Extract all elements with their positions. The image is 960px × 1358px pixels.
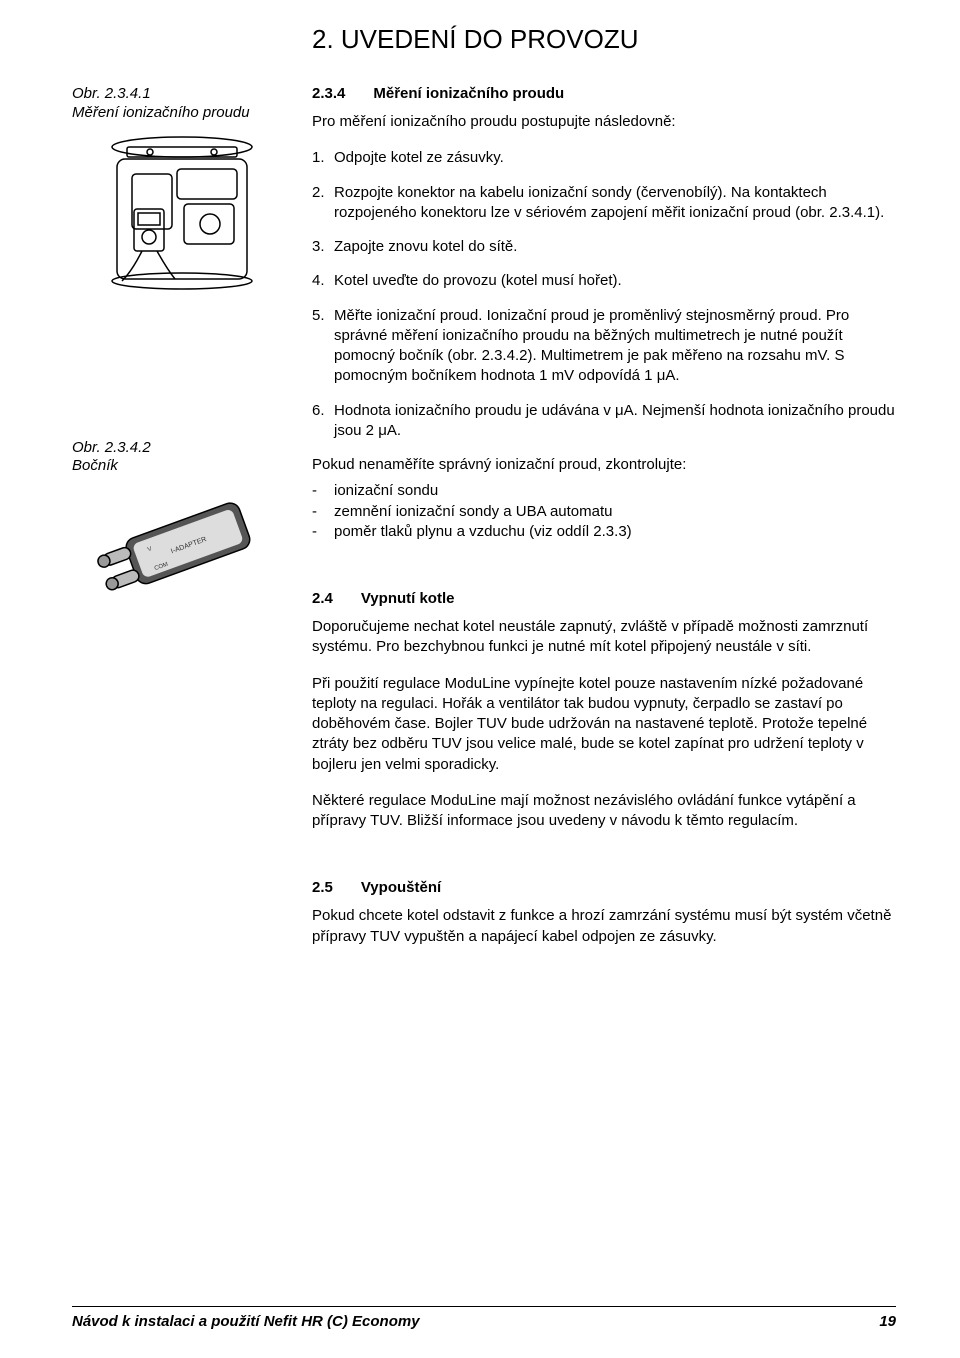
step-4-number: 4. (312, 271, 334, 291)
step-4-text: Kotel uveďte do provozu (kotel musí hoře… (334, 271, 896, 291)
section-234-after: Pokud nenaměříte správný ionizační proud… (312, 455, 896, 475)
section-24-para-2: Při použití regulace ModuLine vypínejte … (312, 674, 896, 775)
section-24-heading: 2.4 Vypnutí kotle (312, 590, 896, 607)
step-6: 6. Hodnota ionizačního proudu je udávána… (312, 401, 896, 442)
figure-2-illustration: I-ADAPTER V COM (72, 482, 288, 602)
figure-1-number: Obr. 2.3.4.1 (72, 85, 151, 102)
step-2-text: Rozpojte konektor na kabelu ionizační so… (334, 183, 896, 224)
shunt-adapter-icon: I-ADAPTER V COM (72, 482, 288, 602)
step-5: 5. Měřte ionizační proud. Ionizační prou… (312, 306, 896, 387)
footer-page-number: 19 (879, 1313, 896, 1330)
section-25: 2.5 Vypouštění Pokud chcete kotel odstav… (312, 879, 896, 947)
step-2: 2. Rozpojte konektor na kabelu ionizační… (312, 183, 896, 224)
section-24-title: Vypnutí kotle (361, 590, 455, 607)
figure-1-label: Obr. 2.3.4.1 Měření ionizačního proudu (72, 85, 288, 123)
step-1: 1. Odpojte kotel ze zásuvky. (312, 148, 896, 168)
dash-icon: - (312, 522, 334, 542)
dash-icon: - (312, 502, 334, 522)
step-1-number: 1. (312, 148, 334, 168)
chapter-title: 2. UVEDENÍ DO PROVOZU (312, 24, 896, 55)
boiler-multimeter-icon (72, 129, 288, 299)
footer-title: Návod k instalaci a použití Nefit HR (C)… (72, 1313, 420, 1330)
section-25-heading: 2.5 Vypouštění (312, 879, 896, 896)
figure-2-label: Obr. 2.3.4.2 Bočník (72, 439, 288, 477)
section-234-heading: 2.3.4 Měření ionizačního proudu (312, 85, 896, 102)
bullet-2: -zemnění ionizační sondy a UBA automatu (312, 502, 896, 522)
step-2-number: 2. (312, 183, 334, 224)
section-24-para-3: Některé regulace ModuLine mají možnost n… (312, 791, 896, 832)
step-3-number: 3. (312, 237, 334, 257)
section-234-title: Měření ionizačního proudu (373, 85, 564, 102)
bullet-1: -ionizační sondu (312, 481, 896, 501)
step-5-number: 5. (312, 306, 334, 387)
section-24-para-1: Doporučujeme nechat kotel neustále zapnu… (312, 617, 896, 658)
bullet-1-text: ionizační sondu (334, 481, 438, 501)
section-24-number: 2.4 (312, 590, 333, 607)
figure-1-caption: Měření ionizačního proudu (72, 104, 250, 121)
figure-1-illustration (72, 129, 288, 299)
page-footer: Návod k instalaci a použití Nefit HR (C)… (72, 1306, 896, 1330)
section-25-title: Vypouštění (361, 879, 441, 896)
bullet-3: -poměr tlaků plynu a vzduchu (viz oddíl … (312, 522, 896, 542)
section-25-para-1: Pokud chcete kotel odstavit z funkce a h… (312, 906, 896, 947)
figure-2-caption: Bočník (72, 457, 118, 474)
figure-2-number: Obr. 2.3.4.2 (72, 439, 151, 456)
step-3: 3. Zapojte znovu kotel do sítě. (312, 237, 896, 257)
two-column-layout: Obr. 2.3.4.1 Měření ionizačního proudu (72, 85, 896, 963)
step-6-number: 6. (312, 401, 334, 442)
document-page: 2. UVEDENÍ DO PROVOZU Obr. 2.3.4.1 Měřen… (0, 0, 960, 1358)
left-column: Obr. 2.3.4.1 Měření ionizačního proudu (72, 85, 288, 963)
step-3-text: Zapojte znovu kotel do sítě. (334, 237, 896, 257)
section-234-intro: Pro měření ionizačního proudu postupujte… (312, 112, 896, 132)
bullet-2-text: zemnění ionizační sondy a UBA automatu (334, 502, 613, 522)
dash-icon: - (312, 481, 334, 501)
section-25-number: 2.5 (312, 879, 333, 896)
bullet-3-text: poměr tlaků plynu a vzduchu (viz oddíl 2… (334, 522, 632, 542)
right-column: 2.3.4 Měření ionizačního proudu Pro měře… (312, 85, 896, 963)
step-4: 4. Kotel uveďte do provozu (kotel musí h… (312, 271, 896, 291)
section-24: 2.4 Vypnutí kotle Doporučujeme nechat ko… (312, 590, 896, 831)
step-6-text: Hodnota ionizačního proudu je udávána v … (334, 401, 896, 442)
step-5-text: Měřte ionizační proud. Ionizační proud j… (334, 306, 896, 387)
step-1-text: Odpojte kotel ze zásuvky. (334, 148, 896, 168)
section-234-bullets: -ionizační sondu -zemnění ionizační sond… (312, 481, 896, 542)
section-234-number: 2.3.4 (312, 85, 345, 102)
